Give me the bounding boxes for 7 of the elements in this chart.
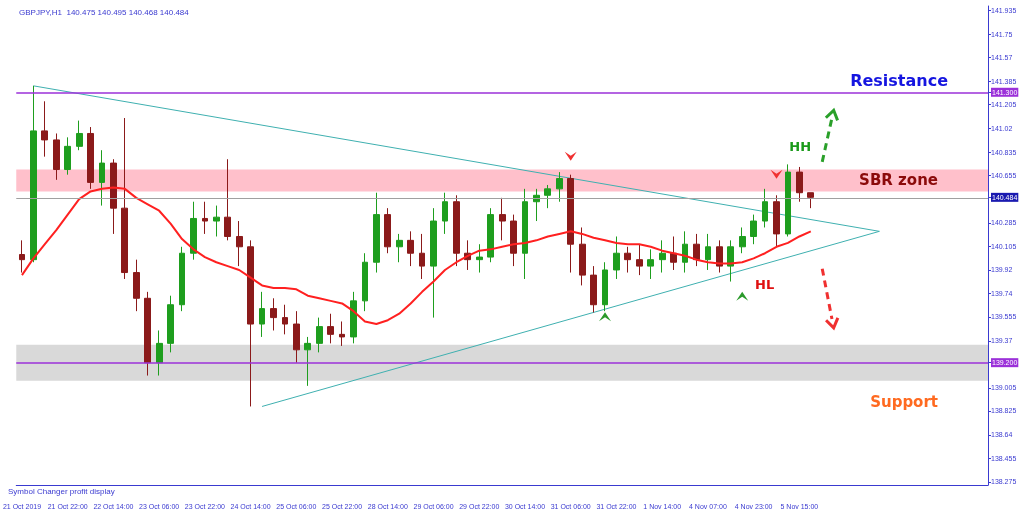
chart-title: GBPJPY,H1 140.475 140.495 140.468 140.484	[19, 7, 190, 17]
band-label: Support	[870, 393, 938, 412]
text: Symbol Changer profit display	[8, 487, 115, 496]
ref-line-label: Resistance	[850, 70, 949, 90]
annotation: HH	[789, 138, 812, 154]
annotation: HL	[755, 276, 775, 292]
band-label: SBR zone	[859, 171, 938, 190]
